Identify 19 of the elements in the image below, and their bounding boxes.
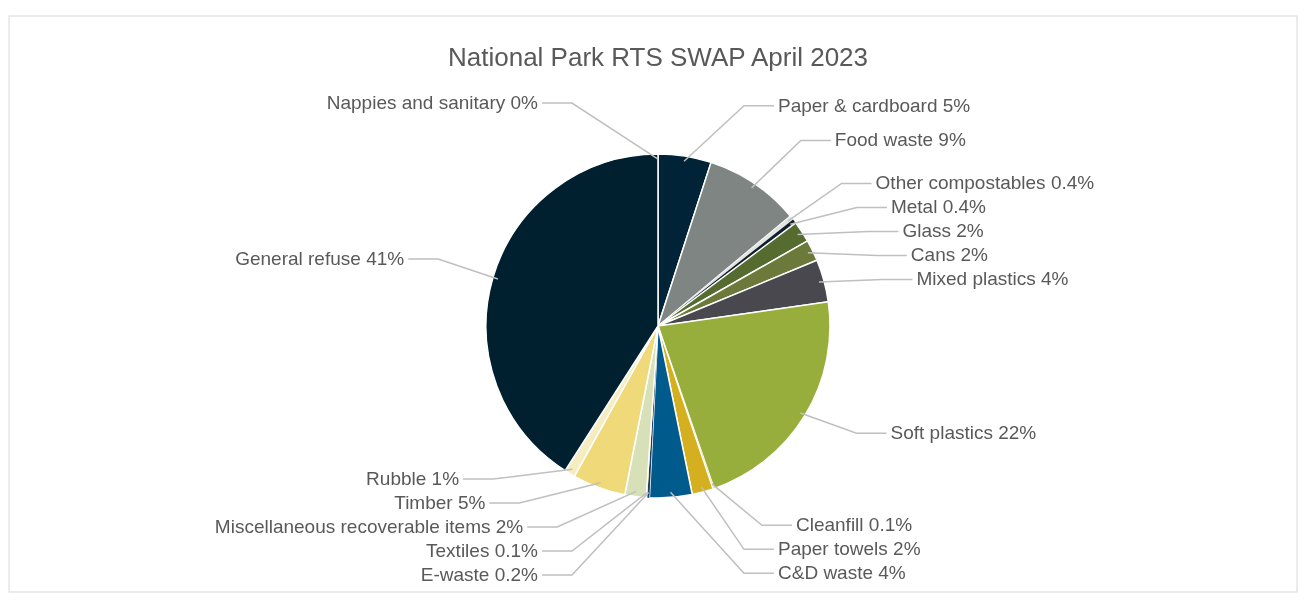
- slice-label: Cans 2%: [910, 244, 989, 266]
- slice-label: Miscellaneous recoverable items 2%: [214, 516, 524, 537]
- slice-label: Textiles 0.1%: [426, 540, 539, 561]
- slice-label: Cleanfill 0.1%: [795, 514, 913, 536]
- slice-label: Rubble 1%: [366, 468, 460, 489]
- category-label: Nappies and sanitary 0%: [326, 92, 538, 113]
- chart-title: National Park RTS SWAP April 2023: [447, 42, 869, 72]
- slice-label: E-waste 0.2%: [420, 564, 539, 585]
- slice-label: C&D waste 4%: [778, 562, 906, 584]
- slice-label: Other compostables 0.4%: [875, 172, 1095, 194]
- slice-label: Metal 0.4%: [890, 196, 987, 218]
- slice-label: Paper towels 2%: [778, 538, 921, 560]
- slice-label: General refuse 41%: [235, 247, 405, 269]
- slice-label: Mixed plastics 4%: [916, 268, 1069, 290]
- slice-label: Soft plastics 22%: [890, 422, 1037, 444]
- slice-label: Timber 5%: [394, 492, 486, 513]
- slice-label: Paper & cardboard 5%: [778, 94, 971, 116]
- slice-label: Food waste 9%: [834, 129, 966, 151]
- slice-label: Glass 2%: [902, 220, 984, 242]
